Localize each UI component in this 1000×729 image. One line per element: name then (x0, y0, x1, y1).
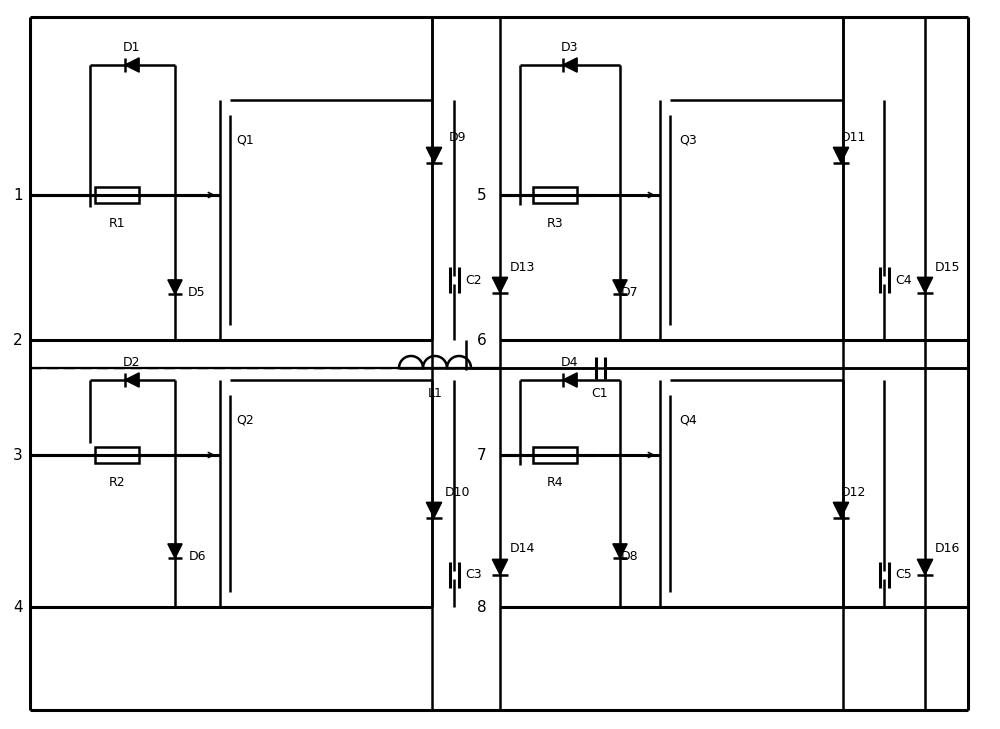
Polygon shape (833, 147, 849, 163)
Text: R3: R3 (547, 217, 563, 230)
Text: D15: D15 (934, 260, 960, 273)
Polygon shape (917, 559, 933, 574)
Text: R2: R2 (109, 477, 125, 489)
Text: D13: D13 (509, 260, 535, 273)
Polygon shape (168, 280, 182, 294)
Text: D6: D6 (188, 550, 206, 563)
Text: 3: 3 (13, 448, 23, 462)
Polygon shape (125, 58, 139, 72)
Text: C5: C5 (896, 569, 912, 582)
Polygon shape (563, 373, 577, 387)
Polygon shape (833, 502, 849, 518)
Text: D5: D5 (188, 286, 206, 298)
Text: C4: C4 (896, 273, 912, 286)
Text: 8: 8 (477, 599, 487, 615)
Text: D1: D1 (123, 41, 141, 53)
Text: C3: C3 (466, 569, 482, 582)
Polygon shape (125, 373, 139, 387)
Text: D3: D3 (561, 41, 579, 53)
Text: 1: 1 (13, 187, 23, 203)
Polygon shape (917, 277, 933, 293)
Text: R1: R1 (109, 217, 125, 230)
Bar (533, 187, 577, 203)
Text: D9: D9 (448, 130, 466, 144)
Polygon shape (492, 559, 508, 574)
Text: D8: D8 (621, 550, 639, 563)
Text: 4: 4 (13, 599, 23, 615)
Polygon shape (168, 544, 182, 558)
Text: D11: D11 (840, 130, 866, 144)
Text: D12: D12 (840, 486, 866, 499)
Text: D14: D14 (509, 542, 535, 555)
Text: Q1: Q1 (236, 133, 254, 147)
Text: D2: D2 (123, 356, 141, 368)
Text: 7: 7 (477, 448, 487, 462)
Text: C2: C2 (466, 273, 482, 286)
Text: 2: 2 (13, 332, 23, 348)
Text: 6: 6 (477, 332, 487, 348)
Text: 5: 5 (477, 187, 487, 203)
Bar (95, 187, 139, 203)
Polygon shape (613, 280, 627, 294)
Polygon shape (492, 277, 508, 293)
Text: Q4: Q4 (679, 413, 697, 426)
Text: D16: D16 (934, 542, 960, 555)
Text: L1: L1 (428, 386, 442, 399)
Text: C1: C1 (592, 386, 608, 399)
Text: Q3: Q3 (679, 133, 697, 147)
Polygon shape (426, 502, 442, 518)
Text: Q2: Q2 (236, 413, 254, 426)
Bar (533, 447, 577, 463)
Bar (95, 447, 139, 463)
Text: D7: D7 (621, 286, 639, 298)
Text: D4: D4 (561, 356, 579, 368)
Polygon shape (426, 147, 442, 163)
Polygon shape (613, 544, 627, 558)
Text: R4: R4 (547, 477, 563, 489)
Text: D10: D10 (445, 486, 471, 499)
Polygon shape (563, 58, 577, 72)
